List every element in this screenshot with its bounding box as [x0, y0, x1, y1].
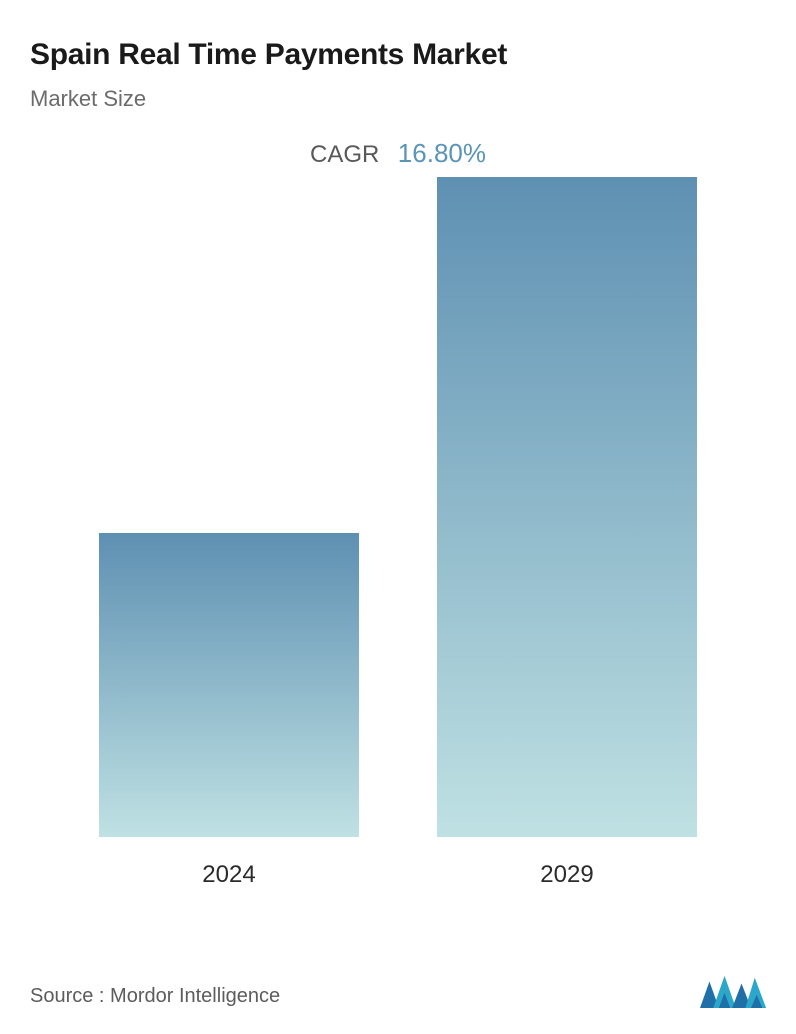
chart-card: Spain Real Time Payments Market Market S…	[0, 0, 796, 1034]
chart-subtitle: Market Size	[30, 86, 766, 112]
chart-plot-area: 2024 2029	[30, 209, 766, 889]
bar	[99, 533, 359, 837]
chart-title: Spain Real Time Payments Market	[30, 38, 766, 72]
bar-group: 2024	[99, 533, 359, 889]
cagr-value: 16.80%	[398, 138, 486, 169]
bar-group: 2029	[437, 177, 697, 889]
bar-category-label: 2024	[202, 861, 255, 889]
cagr-label: CAGR	[310, 141, 379, 169]
bar-category-label: 2029	[540, 861, 593, 889]
source-attribution: Source : Mordor Intelligence	[30, 985, 280, 1008]
brand-logo-icon	[700, 972, 766, 1008]
bar	[437, 177, 697, 837]
cagr-row: CAGR 16.80%	[30, 138, 766, 169]
chart-footer: Source : Mordor Intelligence	[30, 972, 766, 1008]
